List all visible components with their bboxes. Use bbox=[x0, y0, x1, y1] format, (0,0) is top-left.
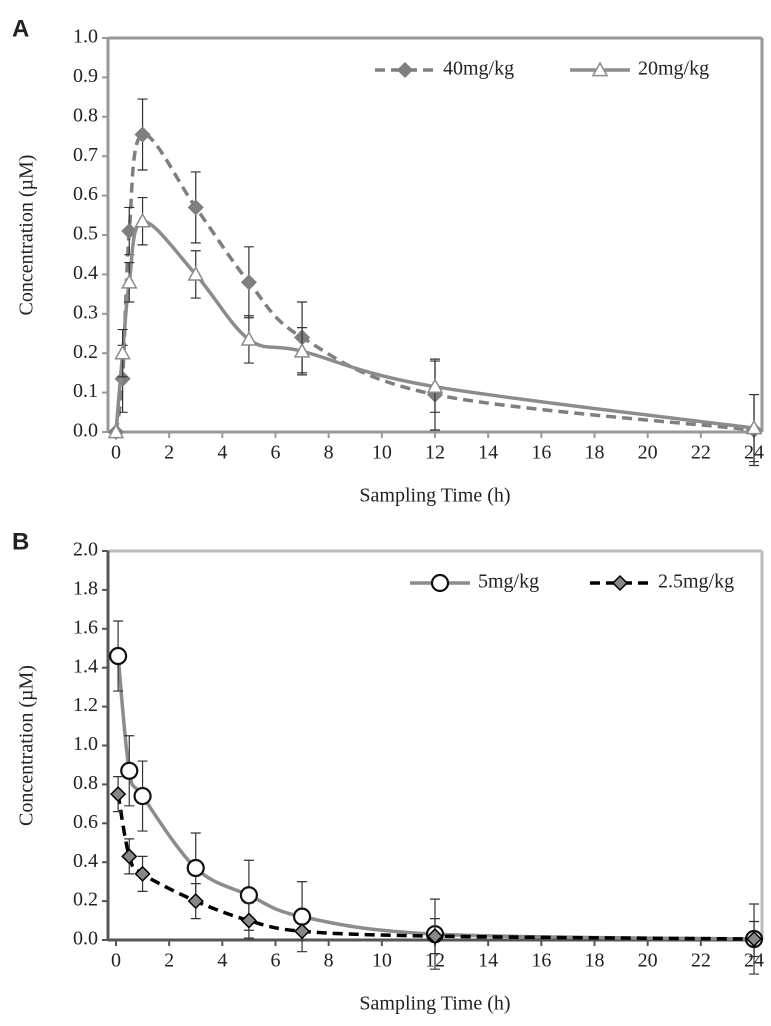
x-tick-label: 2 bbox=[164, 950, 174, 972]
marker bbox=[294, 923, 311, 940]
y-tick-label: 0.2 bbox=[73, 889, 98, 911]
x-tick-label: 22 bbox=[691, 950, 711, 972]
marker bbox=[187, 265, 205, 281]
marker bbox=[121, 848, 138, 865]
panel-label: A bbox=[12, 15, 29, 42]
marker bbox=[240, 274, 257, 291]
x-axis-title: Sampling Time (h) bbox=[359, 485, 510, 507]
marker bbox=[292, 907, 312, 926]
marker bbox=[187, 893, 204, 910]
x-tick-label: 18 bbox=[585, 950, 605, 972]
y-tick-label: 0.9 bbox=[73, 65, 98, 87]
series-line bbox=[114, 219, 755, 433]
y-tick-label: 0.6 bbox=[73, 183, 98, 205]
x-tick-label: 4 bbox=[217, 442, 227, 464]
y-tick-label: 1.6 bbox=[73, 616, 98, 638]
x-tick-label: 0 bbox=[111, 950, 121, 972]
y-tick-label: 0.0 bbox=[73, 420, 98, 442]
y-tick-label: 0.8 bbox=[73, 104, 98, 126]
y-axis-title: Concentration (µM) bbox=[16, 665, 38, 826]
marker bbox=[134, 865, 151, 882]
marker bbox=[745, 419, 763, 435]
marker bbox=[186, 858, 205, 878]
x-axis-title: Sampling Time (h) bbox=[359, 993, 510, 1015]
legend-marker bbox=[611, 574, 629, 592]
marker bbox=[293, 342, 311, 358]
marker bbox=[239, 886, 259, 905]
y-tick-label: 0.5 bbox=[73, 223, 98, 245]
legend-marker bbox=[396, 61, 414, 79]
legend-label: 2.5mg/kg bbox=[658, 571, 734, 593]
marker bbox=[240, 330, 258, 346]
y-axis-title: Concentration (µM) bbox=[16, 155, 38, 316]
marker bbox=[426, 928, 444, 945]
y-tick-label: 0.8 bbox=[73, 772, 98, 794]
y-tick-label: 0.4 bbox=[73, 262, 98, 284]
y-tick-label: 1.2 bbox=[73, 694, 98, 716]
y-tick-label: 0.1 bbox=[73, 380, 98, 402]
series-line bbox=[116, 655, 755, 941]
x-tick-label: 6 bbox=[270, 950, 280, 972]
x-tick-label: 10 bbox=[372, 442, 392, 464]
x-tick-label: 22 bbox=[691, 442, 711, 464]
y-tick-label: 0.4 bbox=[73, 850, 98, 872]
marker bbox=[109, 646, 128, 666]
marker bbox=[133, 786, 152, 806]
x-tick-label: 18 bbox=[585, 442, 605, 464]
y-tick-label: 0.7 bbox=[73, 144, 98, 166]
x-tick-label: 8 bbox=[324, 950, 334, 972]
legend-label: 40mg/kg bbox=[443, 58, 514, 80]
y-tick-label: 1.0 bbox=[73, 26, 98, 48]
y-tick-label: 0.0 bbox=[73, 928, 98, 950]
marker bbox=[187, 199, 204, 216]
marker bbox=[745, 930, 763, 948]
x-tick-label: 14 bbox=[478, 442, 498, 464]
legend-marker bbox=[430, 573, 450, 593]
y-tick-label: 2.0 bbox=[73, 539, 98, 561]
x-tick-label: 14 bbox=[478, 950, 498, 972]
marker bbox=[114, 344, 131, 360]
x-tick-label: 12 bbox=[425, 442, 445, 464]
y-tick-label: 0.3 bbox=[73, 301, 98, 323]
x-tick-label: 8 bbox=[324, 442, 334, 464]
marker bbox=[134, 126, 151, 143]
x-tick-label: 16 bbox=[531, 950, 551, 972]
legend-label: 20mg/kg bbox=[638, 58, 709, 80]
y-tick-label: 1.8 bbox=[73, 577, 98, 599]
marker bbox=[120, 273, 138, 289]
x-tick-label: 0 bbox=[111, 442, 121, 464]
y-tick-label: 1.4 bbox=[73, 655, 98, 677]
x-tick-label: 20 bbox=[638, 442, 658, 464]
marker bbox=[107, 423, 125, 439]
x-tick-label: 2 bbox=[164, 442, 174, 464]
x-tick-label: 10 bbox=[372, 950, 392, 972]
marker bbox=[240, 912, 257, 929]
series-line bbox=[116, 793, 755, 941]
y-tick-label: 0.2 bbox=[73, 341, 98, 363]
y-tick-label: 0.6 bbox=[73, 811, 98, 833]
marker bbox=[134, 212, 151, 228]
x-tick-label: 16 bbox=[531, 442, 551, 464]
x-tick-label: 6 bbox=[270, 442, 280, 464]
marker bbox=[120, 761, 139, 780]
legend-marker bbox=[591, 61, 609, 77]
marker bbox=[110, 786, 127, 803]
legend-label: 5mg/kg bbox=[478, 571, 539, 593]
y-tick-label: 1.0 bbox=[73, 733, 98, 755]
marker bbox=[426, 378, 444, 394]
x-tick-label: 20 bbox=[638, 950, 658, 972]
panel-label: B bbox=[12, 528, 29, 555]
x-tick-label: 4 bbox=[217, 950, 227, 972]
